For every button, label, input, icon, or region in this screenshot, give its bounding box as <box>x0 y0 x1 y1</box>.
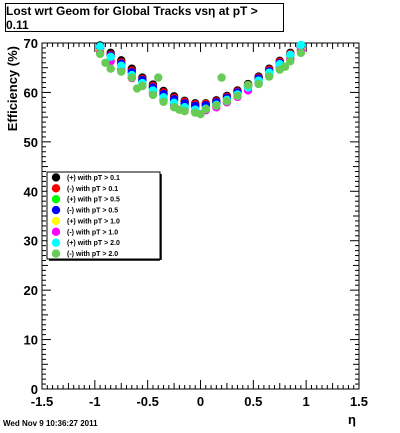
legend-entry: (-) with pT > 2.0 <box>67 251 118 258</box>
y-tick-label: 20 <box>24 283 38 298</box>
data-point <box>233 91 242 101</box>
x-tick-label: -1 <box>89 394 101 409</box>
data-point <box>127 73 137 82</box>
x-tick-label: 1.5 <box>350 394 368 409</box>
data-point <box>117 61 126 70</box>
data-point <box>286 57 295 66</box>
data-point <box>296 48 306 58</box>
y-tick-label: 70 <box>24 36 38 51</box>
data-point <box>95 42 105 51</box>
x-tick-labels: -1.5 -1 -0.5 0 0.5 1 1.5 <box>31 394 368 409</box>
timestamp-footer: Wed Nov 9 10:36:27 2011 <box>3 419 98 428</box>
x-tick-label: 0.5 <box>244 394 262 409</box>
y-tick-label: 50 <box>24 135 38 150</box>
legend: (+) with pT > 0.1 (-) with pT > 0.1 (+) wi… <box>46 171 162 261</box>
y-tick-label: 60 <box>24 85 38 100</box>
data-point <box>222 97 232 106</box>
chart-title-text: Lost wrt Geom for Global Tracks vsη at p… <box>6 3 258 32</box>
legend-marker <box>51 216 61 226</box>
legend-box <box>46 171 161 260</box>
series-5 <box>95 45 306 115</box>
y-tick-label: 30 <box>24 234 38 249</box>
legend-entry: (+) with pT > 0.5 <box>67 197 120 204</box>
data-points <box>95 40 306 119</box>
legend-entry: (+) with pT > 0.1 <box>67 175 120 182</box>
data-point <box>101 58 110 67</box>
axis-ticks <box>41 42 360 390</box>
data-point <box>201 105 210 114</box>
y-axis-label: Efficiency (%) <box>5 46 20 131</box>
x-tick-label: 0 <box>197 394 204 409</box>
y-tick-labels: 0 10 20 30 40 50 60 70 <box>24 36 38 397</box>
x-axis-label: η <box>348 412 356 427</box>
data-point <box>180 107 189 116</box>
legend-entry: (+) with pT > 2.0 <box>67 240 120 247</box>
legend-entry: (-) with pT > 0.1 <box>67 186 118 193</box>
data-point <box>154 73 163 82</box>
legend-entry: (-) with pT > 0.5 <box>67 208 118 215</box>
legend-entry: (+) with pT > 1.0 <box>67 218 120 225</box>
legend-entry: (-) with pT > 1.0 <box>67 229 118 236</box>
data-point <box>254 79 263 89</box>
data-point <box>280 62 290 71</box>
data-point <box>95 49 105 59</box>
legend-marker <box>51 194 61 204</box>
data-point <box>212 101 221 110</box>
data-point <box>148 90 158 100</box>
data-point <box>286 50 295 60</box>
data-point <box>217 73 226 82</box>
legend-marker <box>51 227 61 237</box>
y-tick-label: 10 <box>24 333 38 348</box>
data-point <box>264 72 274 81</box>
legend-marker <box>51 173 61 182</box>
series-3 <box>95 43 306 111</box>
legend-marker <box>51 205 61 215</box>
chart-title: Lost wrt Geom for Global Tracks vsη at p… <box>5 3 284 32</box>
legend-marker <box>51 184 61 193</box>
series-6 <box>95 46 306 116</box>
data-point <box>106 64 115 73</box>
y-tick-label: 40 <box>24 184 38 199</box>
data-point <box>159 97 168 107</box>
x-tick-label: 1 <box>303 394 310 409</box>
y-tick-label: 0 <box>31 382 38 397</box>
data-point <box>138 81 147 91</box>
series-4 <box>95 43 306 110</box>
data-point <box>106 52 115 62</box>
legend-marker <box>51 249 61 258</box>
data-point <box>243 80 253 90</box>
data-point <box>117 67 126 76</box>
legend-marker <box>51 238 61 247</box>
series-8 <box>95 48 306 119</box>
data-point <box>296 40 306 50</box>
x-tick-label: -1.5 <box>31 394 53 409</box>
x-tick-label: -0.5 <box>136 394 158 409</box>
series-2 <box>95 42 306 109</box>
data-point <box>196 109 205 119</box>
